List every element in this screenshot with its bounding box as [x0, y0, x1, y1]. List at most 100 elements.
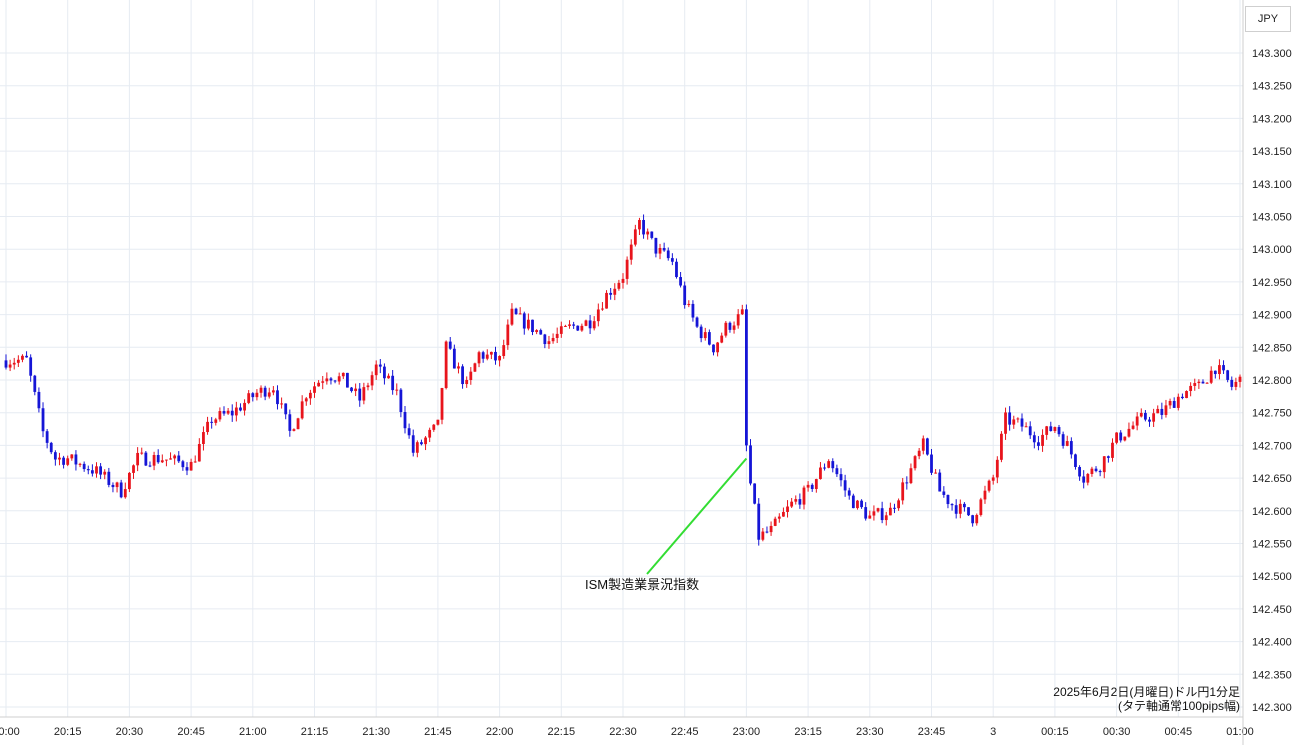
y-tick-label: 142.700	[1252, 440, 1292, 452]
candle-body	[90, 470, 94, 474]
candle-body	[206, 421, 209, 433]
candle-body	[683, 285, 687, 306]
candle-body	[1000, 433, 1003, 460]
candle-body	[596, 309, 600, 322]
candle-body	[1176, 396, 1180, 408]
candle-body	[543, 334, 547, 345]
caption-line-2: (タテ軸通常100pips幅)	[1117, 699, 1240, 713]
candle-body	[1032, 435, 1036, 443]
candle-body	[572, 324, 576, 326]
candle-body	[1218, 365, 1221, 375]
candle-body	[407, 428, 411, 436]
x-tick-label: 23:00	[733, 726, 761, 738]
candle-body	[132, 465, 135, 473]
candle-body	[703, 332, 707, 339]
candle-body	[1168, 400, 1172, 406]
candle-body	[975, 514, 979, 524]
candle-body	[432, 424, 436, 430]
candle-body	[74, 454, 78, 465]
candle-body	[1164, 405, 1168, 415]
candle-body	[259, 387, 263, 393]
candle-body	[831, 461, 835, 469]
candle-body	[226, 410, 230, 414]
candle-body	[415, 442, 419, 453]
candle-body	[284, 403, 288, 415]
candle-body	[1016, 418, 1020, 420]
candle-body	[494, 351, 497, 361]
y-tick-label: 142.900	[1252, 310, 1292, 322]
candle-body	[839, 474, 843, 481]
candle-body	[967, 507, 970, 516]
y-tick-label: 142.500	[1252, 571, 1292, 583]
candle-body	[642, 219, 645, 235]
candle-body	[613, 288, 617, 295]
candle-body	[1222, 365, 1225, 371]
candle-body	[1115, 432, 1118, 443]
candle-body	[633, 229, 637, 245]
candle-body	[1238, 376, 1242, 382]
candle-body	[350, 387, 353, 392]
candle-body	[1135, 416, 1139, 426]
candle-body	[362, 387, 366, 401]
candle-body	[810, 484, 814, 489]
candle-body	[428, 429, 432, 438]
x-tick-label: 22:00	[486, 726, 514, 738]
candle-body	[12, 362, 16, 365]
candle-body	[629, 244, 633, 260]
candle-body	[99, 466, 103, 475]
candle-body	[300, 401, 304, 419]
y-tick-label: 143.250	[1252, 81, 1292, 93]
candle-body	[469, 371, 473, 380]
candle-body	[991, 477, 995, 481]
x-tick-label: 21:15	[301, 726, 329, 738]
candle-body	[1045, 426, 1049, 435]
currency-label[interactable]: JPY	[1245, 6, 1291, 32]
candle-body	[189, 461, 193, 471]
candle-body	[638, 219, 641, 230]
candle-body	[346, 372, 349, 388]
candle-body	[461, 366, 464, 385]
candle-body	[864, 507, 868, 519]
candle-body	[621, 278, 625, 283]
candle-body	[814, 479, 818, 489]
candle-body	[1148, 419, 1151, 422]
candle-body	[263, 387, 267, 397]
candle-body	[123, 489, 127, 498]
candle-body	[851, 495, 855, 509]
candle-body	[448, 341, 452, 349]
candle-body	[1053, 427, 1057, 432]
candle-body	[111, 484, 115, 488]
candle-body	[925, 438, 929, 455]
candle-body	[901, 482, 905, 501]
candle-body	[403, 412, 407, 429]
candle-body	[605, 292, 608, 309]
candle-body	[452, 348, 456, 369]
candle-body	[185, 467, 189, 471]
x-tick-label: 22:15	[548, 726, 576, 738]
candle-body	[473, 363, 477, 372]
x-tick-label: 23:15	[794, 726, 822, 738]
candle-body	[243, 402, 246, 411]
candle-body	[798, 499, 802, 505]
candle-body	[148, 465, 152, 467]
candle-body	[942, 491, 946, 495]
candle-body	[489, 351, 493, 355]
x-tick-label: 20:00	[0, 726, 20, 738]
candle-body	[1111, 442, 1114, 458]
candle-body	[481, 352, 485, 359]
candle-body	[938, 472, 942, 492]
candle-body	[1123, 436, 1127, 441]
candle-body	[753, 483, 757, 504]
candle-body	[971, 515, 975, 524]
candle-body	[531, 319, 534, 333]
candle-body	[921, 438, 925, 451]
candle-body	[535, 330, 539, 333]
candle-body	[107, 471, 111, 485]
candle-body	[25, 355, 28, 358]
y-tick-label: 142.950	[1252, 277, 1292, 289]
candle-body	[440, 388, 444, 420]
candle-body	[354, 388, 358, 392]
y-tick-label: 142.400	[1252, 637, 1292, 649]
